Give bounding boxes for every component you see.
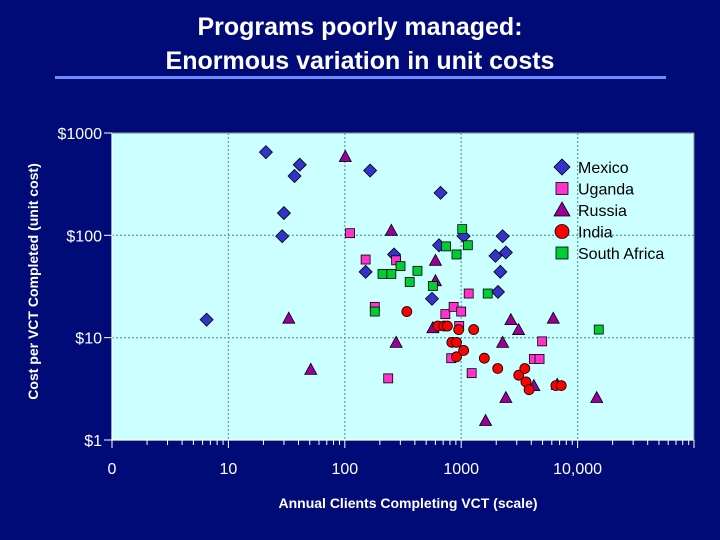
point-south-africa	[395, 261, 406, 272]
point-india	[513, 369, 525, 381]
legend-marker-russia	[553, 201, 571, 217]
legend: Mexico Uganda Russia India South Africa	[553, 158, 664, 263]
point-mexico	[199, 312, 214, 327]
point-india	[492, 363, 504, 374]
point-mexico	[363, 163, 378, 178]
legend-label-south-africa: South Africa	[578, 246, 664, 263]
point-mexico	[292, 157, 307, 172]
point-uganda	[537, 336, 548, 347]
point-russia	[504, 312, 518, 326]
x-tick-label: 10	[220, 461, 238, 478]
point-south-africa	[404, 277, 415, 287]
x-tick-label: 100	[331, 461, 358, 478]
point-south-africa	[451, 249, 462, 260]
y-tick-label: $1	[84, 433, 102, 450]
point-russia	[282, 311, 296, 324]
point-russia	[384, 223, 398, 236]
title-underline	[55, 76, 666, 79]
point-russia	[338, 149, 352, 162]
point-mexico	[276, 206, 292, 221]
point-russia	[495, 335, 510, 348]
legend-marker-south-africa	[555, 246, 569, 260]
point-india	[523, 384, 535, 396]
point-uganda	[360, 254, 371, 265]
point-mexico	[258, 145, 273, 160]
point-russia	[478, 413, 493, 426]
point-mexico	[488, 248, 503, 263]
point-india	[441, 320, 453, 332]
point-uganda	[534, 354, 545, 364]
point-mexico	[358, 264, 373, 279]
point-mexico	[498, 245, 513, 260]
point-russia	[511, 322, 526, 335]
point-south-africa	[441, 241, 451, 252]
slide-title-line-2: Enormous variation in unit costs	[165, 47, 555, 75]
data-points	[199, 145, 604, 426]
point-russia	[546, 311, 560, 324]
point-uganda	[466, 368, 477, 379]
point-south-africa	[369, 306, 380, 317]
point-south-africa	[462, 240, 473, 251]
point-mexico	[493, 264, 508, 279]
y-axis-title: Cost per VCT Completed (unit cost)	[25, 163, 41, 399]
point-mexico	[495, 229, 510, 244]
point-india	[519, 363, 531, 374]
x-tick-label: 10,000	[553, 461, 602, 478]
point-india	[458, 345, 470, 356]
point-mexico	[275, 229, 290, 244]
point-mexico	[287, 168, 302, 184]
point-uganda	[345, 228, 355, 239]
point-south-africa	[593, 324, 604, 335]
y-tick-label: $1000	[58, 126, 103, 143]
point-south-africa	[482, 288, 493, 299]
point-south-africa	[412, 265, 423, 276]
legend-item-uganda: Uganda	[555, 182, 634, 199]
plot-area	[112, 133, 694, 440]
point-mexico	[424, 291, 440, 306]
point-mexico	[433, 185, 448, 200]
point-india	[451, 336, 462, 348]
point-south-africa	[427, 281, 438, 291]
point-uganda	[456, 306, 467, 317]
point-russia	[304, 362, 318, 375]
point-russia	[590, 390, 604, 403]
point-india	[478, 352, 490, 364]
legend-marker-india	[554, 224, 570, 239]
legend-item-mexico: Mexico	[553, 158, 629, 177]
point-russia	[389, 335, 403, 348]
point-mexico	[490, 284, 506, 299]
y-tick-label: $100	[66, 228, 102, 245]
point-south-africa	[386, 268, 397, 279]
legend-item-india: India	[554, 224, 613, 242]
point-russia	[428, 253, 443, 266]
x-tick-label: 1000	[443, 461, 479, 478]
point-india	[401, 306, 413, 317]
point-india	[453, 324, 465, 335]
legend-label-india: India	[578, 225, 613, 242]
slide-title: Programs poorly managed: Enormous variat…	[60, 10, 660, 78]
slide-title-line-1: Programs poorly managed:	[197, 13, 523, 41]
point-uganda	[383, 373, 394, 384]
point-india	[451, 351, 462, 363]
point-south-africa	[457, 224, 468, 235]
legend-item-south-africa: South Africa	[555, 246, 664, 263]
x-tick-label: 0	[108, 461, 117, 478]
point-south-africa	[377, 268, 388, 279]
legend-marker-uganda	[555, 182, 569, 195]
point-uganda	[463, 288, 474, 299]
legend-item-russia: Russia	[553, 201, 627, 220]
y-tick-label: $10	[75, 331, 102, 348]
legend-marker-mexico	[553, 158, 571, 176]
x-axis-title: Annual Clients Completing VCT (scale)	[278, 495, 537, 511]
legend-label-mexico: Mexico	[578, 160, 629, 177]
legend-label-russia: Russia	[578, 203, 627, 220]
legend-label-uganda: Uganda	[578, 182, 634, 199]
axes: 0 10 100 1000 10,000 $1 $10 $100 $1000	[58, 126, 695, 478]
point-india	[555, 380, 567, 392]
point-uganda	[440, 309, 451, 319]
point-russia	[499, 390, 513, 403]
point-india	[468, 324, 480, 335]
